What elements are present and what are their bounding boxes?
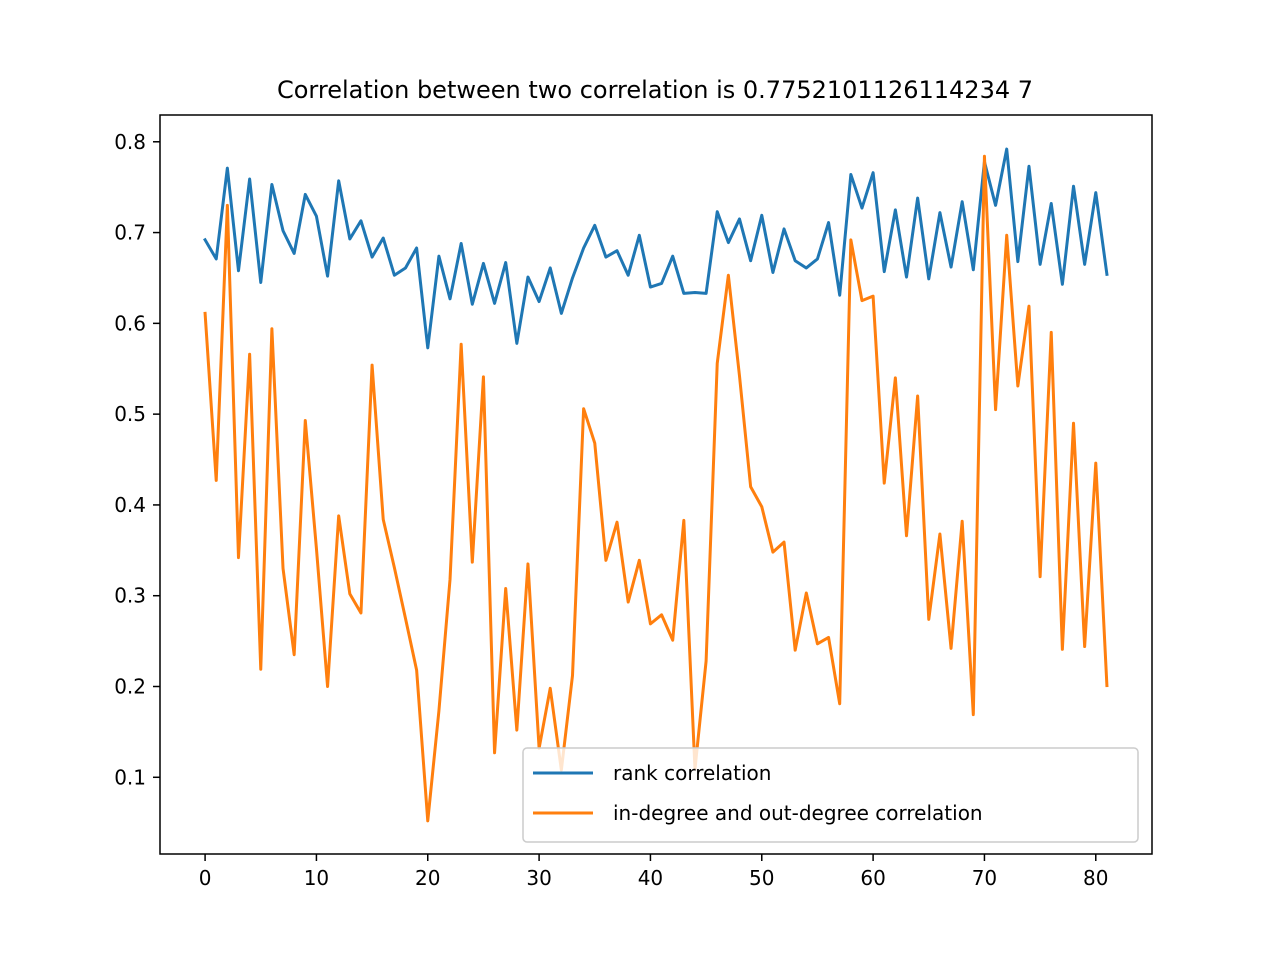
x-axis: 0 10 20 30 40 50 60 70 80 [199, 854, 1109, 890]
series-line-rank-correlation [203, 147, 1109, 350]
y-tick-label: 0.8 [114, 130, 146, 154]
chart-title: Correlation between two correlation is 0… [277, 76, 1033, 104]
x-tick-label: 0 [199, 866, 212, 890]
y-tick-label: 0.3 [114, 584, 146, 608]
y-tick-label: 0.1 [114, 765, 146, 789]
x-tick-label: 70 [972, 866, 997, 890]
y-axis: 0.1 0.2 0.3 0.4 0.5 0.6 0.7 0.8 [114, 130, 160, 789]
x-tick-label: 60 [860, 866, 885, 890]
y-tick-label: 0.2 [114, 674, 146, 698]
y-tick-label: 0.5 [114, 402, 146, 426]
y-tick-label: 0.6 [114, 311, 146, 335]
plot-frame [159, 114, 1153, 855]
legend-box [522, 747, 1139, 843]
series-layer [203, 147, 1109, 823]
x-tick-label: 40 [638, 866, 663, 890]
x-tick-label: 20 [415, 866, 440, 890]
legend-label: in-degree and out-degree correlation [613, 801, 983, 825]
y-tick-label: 0.4 [114, 493, 146, 517]
y-tick-label: 0.7 [114, 221, 146, 245]
legend: rank correlation in-degree and out-degree… [522, 747, 1139, 843]
x-tick-label: 30 [526, 866, 551, 890]
x-tick-label: 50 [749, 866, 774, 890]
legend-label: rank correlation [613, 761, 771, 785]
series-line-degree-correlation [203, 154, 1109, 823]
x-tick-label: 10 [304, 866, 329, 890]
x-tick-label: 80 [1083, 866, 1108, 890]
